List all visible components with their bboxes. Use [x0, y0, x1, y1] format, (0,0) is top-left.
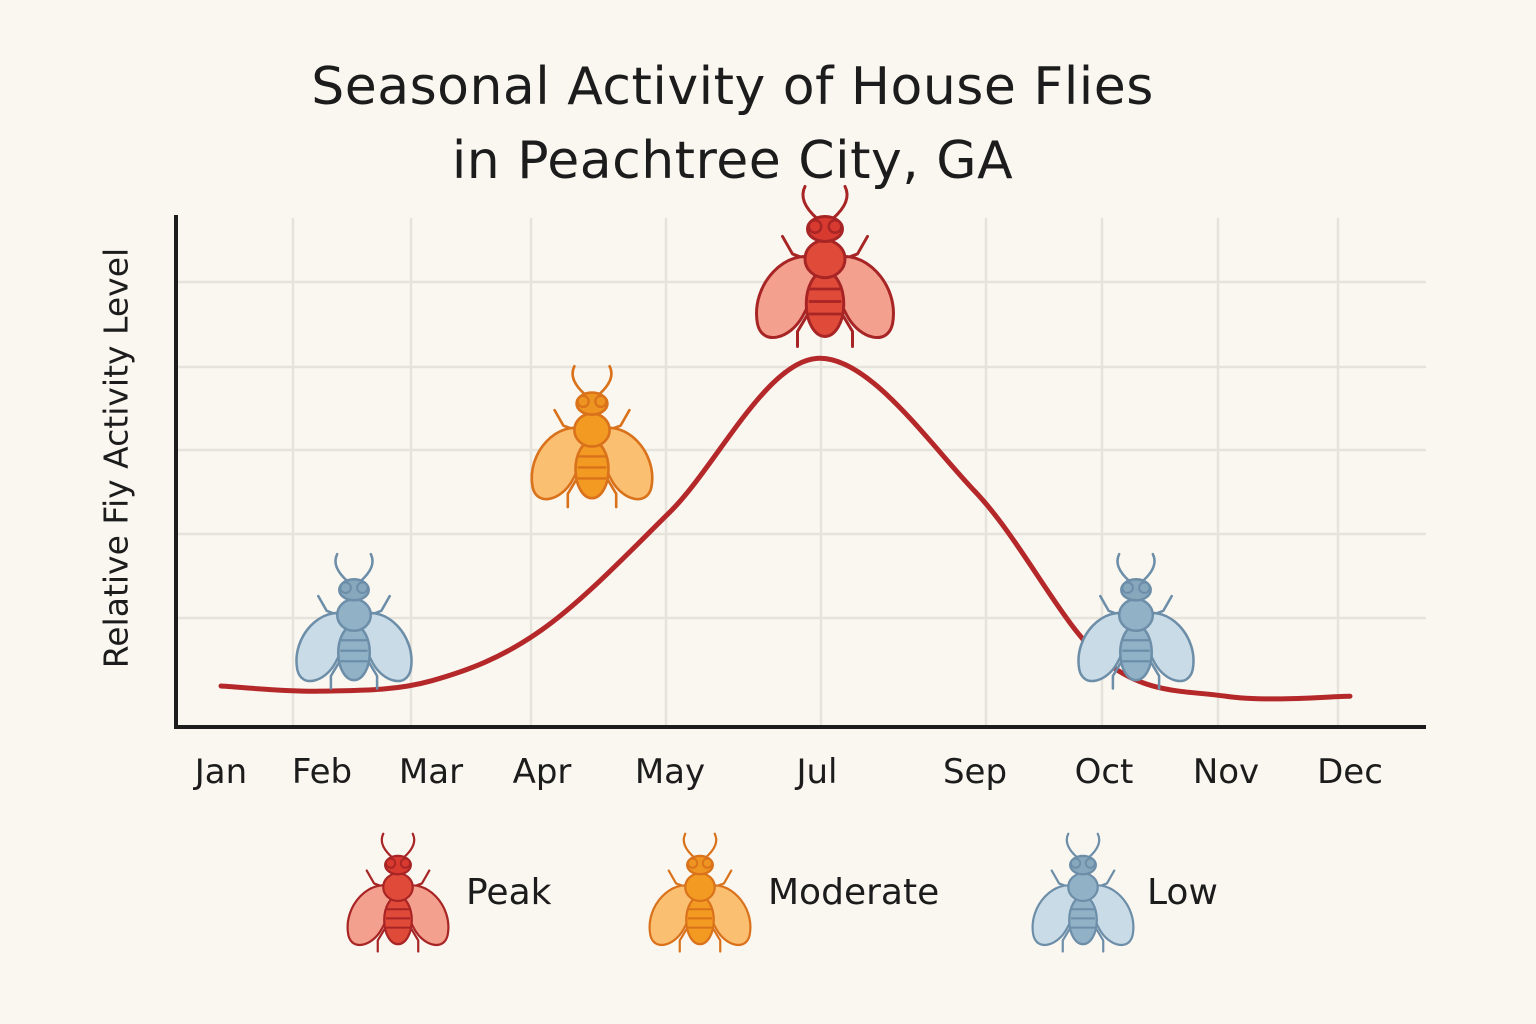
- fly-marker-low-icon: [295, 552, 413, 690]
- legend-label-low: Low: [1147, 872, 1218, 913]
- x-tick-label: Jul: [796, 752, 838, 792]
- x-tick-label: Nov: [1192, 752, 1260, 792]
- x-tick-label: Sep: [942, 752, 1008, 792]
- x-tick-label: Mar: [398, 752, 464, 792]
- series-line: [218, 355, 1353, 702]
- legend-fly-low-icon: [1031, 832, 1135, 953]
- x-tick-label: Jan: [194, 752, 248, 792]
- x-tick-label: Dec: [1317, 752, 1383, 792]
- y-axis-label: Relative Fiy Activity Level: [96, 247, 136, 669]
- x-tick-label: Apr: [512, 752, 572, 792]
- legend-label-peak: Peak: [466, 872, 552, 913]
- legend-fly-peak-icon: [346, 832, 450, 953]
- chart-title: Seasonal Activity of House Flies in Peac…: [200, 50, 1265, 198]
- chart-title-line-1: Seasonal Activity of House Flies: [311, 57, 1154, 117]
- fly-marker-low-icon: [1077, 552, 1195, 690]
- fly-marker-peak-icon: [755, 184, 895, 348]
- x-tick-label: Feb: [291, 752, 353, 792]
- chart-title-line-2: in Peachtree City, GA: [451, 131, 1014, 191]
- fly-marker-moderate-icon: [530, 364, 654, 509]
- x-tick-label: Oct: [1074, 752, 1134, 792]
- x-tick-label: May: [634, 752, 706, 792]
- legend-fly-moderate-icon: [648, 832, 752, 953]
- legend-label-moderate: Moderate: [768, 872, 940, 913]
